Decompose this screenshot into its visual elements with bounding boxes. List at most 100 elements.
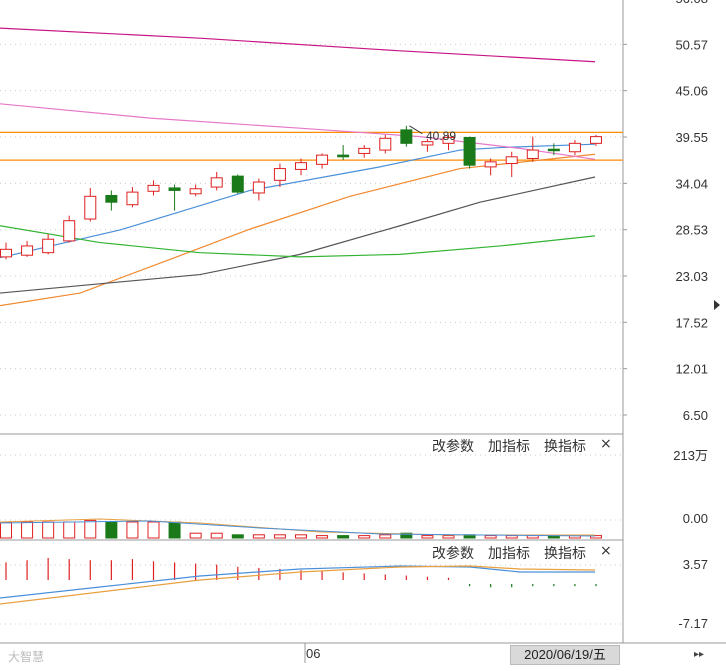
ma-line-6 [0,103,596,160]
volume-bar [147,521,160,539]
x-axis-tick: 06 [306,646,320,661]
volume-bar [526,535,539,539]
volume-bar [84,519,97,539]
price-tick-label: 45.06 [675,84,708,99]
price-tick-label: 34.04 [675,176,708,191]
volume-bar [105,521,118,539]
macd-toolbar: 改参数 加指标 换指标 × [432,543,612,563]
switch-indicator-button[interactable]: 换指标 [544,546,586,562]
close-icon[interactable]: × [600,436,612,452]
candle-body [231,175,244,193]
candle-body [547,148,560,152]
price-axis: 56.08 50.57 45.06 39.55 34.04 28.53 23.03 17.52… [623,0,708,423]
candle-body [210,177,223,188]
volume-bar [316,535,329,539]
high-marker-line [409,125,423,135]
volume-bar [484,535,497,539]
ma-line-5 [0,27,596,63]
candle-body [273,168,286,181]
price-tick-label: 39.55 [675,130,708,145]
price-tick-label: 28.53 [675,223,708,238]
price-tick-label: 17.52 [675,315,708,330]
high-price-label: 40.89 [426,129,456,143]
volume-bar [358,535,371,539]
macd-dif-line [0,565,595,599]
volume-bar [189,532,202,539]
macd-dea-line [0,565,596,605]
candle-body [147,184,160,192]
candle-body [84,195,97,220]
scroll-right-icon[interactable]: ▸▸ [694,649,705,660]
volume-bar [295,534,307,539]
volume-panel [0,454,623,539]
candle-body [0,248,12,258]
volume-bar [42,521,55,539]
candle-body [168,187,181,191]
volume-bar [0,521,12,539]
volume-bar [21,521,34,539]
volume-bar [590,535,602,539]
volume-ma-line [0,520,596,537]
candlesticks [0,125,602,260]
candle-body [590,136,602,144]
candle-body [63,220,76,242]
ma-line-1 [0,143,596,259]
volume-bar [231,534,244,539]
candle-body [358,147,371,154]
candle-body [21,245,34,256]
ma-line-2 [0,153,596,307]
candle-body [337,154,350,158]
date-badge: 2020/06/19/五 [510,645,620,665]
price-tick-label: 12.01 [675,362,708,377]
macd-axis-bottom: -7.17 [678,616,708,631]
volume-axis-top: 213万 [673,448,708,463]
candle-body [126,191,139,206]
volume-bar [210,532,223,539]
volume-bar [379,534,392,539]
volume-bar [126,521,139,539]
candle-body [484,161,497,168]
volume-bar [442,535,455,539]
expand-arrow-icon[interactable] [714,300,720,310]
volume-axis-bottom: 0.00 [683,511,708,526]
candle-body [295,162,307,170]
macd-panel [0,558,623,625]
candle-body [42,238,55,254]
change-params-button[interactable]: 改参数 [432,546,474,562]
volume-bar [252,534,265,539]
price-tick-label: 6.50 [683,408,708,423]
candle-body [252,181,265,194]
candle-body [568,142,581,153]
candle-body [442,136,455,144]
volume-bar [505,535,518,539]
price-tick-label: 50.57 [675,37,708,52]
close-icon[interactable]: × [600,543,612,559]
ma-line-4 [0,225,596,258]
volume-bar [421,535,434,539]
macd-axis-top: 3.57 [683,557,708,572]
volume-bar [273,534,286,539]
horizontal-price-lines [0,131,623,161]
add-indicator-button[interactable]: 加指标 [488,546,530,562]
volume-bar [63,521,76,539]
candle-body [505,156,518,165]
candle-body [421,141,434,146]
ma-line-3 [0,176,596,294]
volume-toolbar: 改参数 加指标 换指标 × [432,436,612,456]
candle-body [105,194,118,203]
candle-body [379,137,392,151]
candle-body [400,129,413,144]
candle-body [526,149,539,159]
candle-body [316,154,329,165]
candle-body [463,136,476,166]
volume-bar [337,535,350,539]
candle-body [189,188,202,195]
add-indicator-button[interactable]: 加指标 [488,439,530,455]
volume-bar [400,532,413,539]
change-params-button[interactable]: 改参数 [432,439,474,455]
switch-indicator-button[interactable]: 换指标 [544,439,586,455]
volume-bar [168,521,181,539]
watermark-logo: 大智慧 [8,650,45,664]
